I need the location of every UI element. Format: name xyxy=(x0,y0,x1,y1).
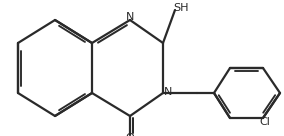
Text: SH: SH xyxy=(173,3,189,13)
Text: O: O xyxy=(126,133,134,136)
Text: N: N xyxy=(164,87,172,97)
Text: N: N xyxy=(126,12,134,22)
Text: Cl: Cl xyxy=(260,117,270,127)
